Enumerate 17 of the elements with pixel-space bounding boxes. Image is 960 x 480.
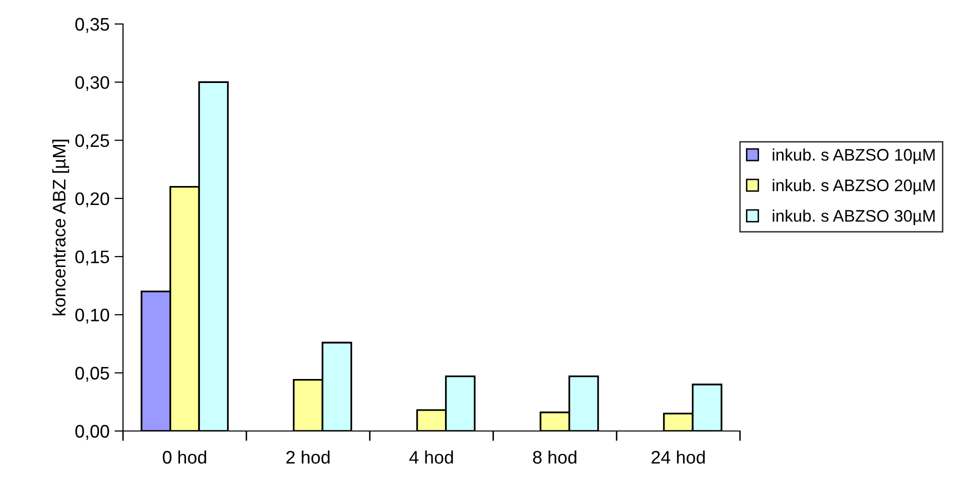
y-tick-label: 0,35 bbox=[75, 18, 110, 33]
x-tick-label: 0 hod bbox=[162, 450, 206, 464]
y-tick-label: 0,30 bbox=[75, 76, 110, 91]
legend-label: inkub. s ABZSO 10µM bbox=[772, 148, 935, 164]
legend-label: inkub. s ABZSO 20µM bbox=[772, 179, 935, 195]
y-tick-label: 0,00 bbox=[75, 424, 110, 440]
legend-label: inkub. s ABZSO 30µM bbox=[772, 210, 935, 226]
x-tick-label: 24 hod bbox=[652, 450, 705, 464]
x-tick-label: 8 hod bbox=[533, 450, 576, 464]
y-tick-label: 0,05 bbox=[75, 366, 110, 382]
y-tick-label: 0,25 bbox=[75, 134, 110, 150]
y-tick-label: 0,15 bbox=[75, 250, 110, 266]
x-tick-label: 2 hod bbox=[286, 450, 330, 464]
x-tick-label: 4 hod bbox=[409, 450, 453, 464]
y-tick-label: 0,10 bbox=[75, 308, 110, 324]
y-tick-label: 0,20 bbox=[75, 192, 110, 208]
y-axis-title: koncentrace ABZ [µM] bbox=[52, 140, 70, 316]
